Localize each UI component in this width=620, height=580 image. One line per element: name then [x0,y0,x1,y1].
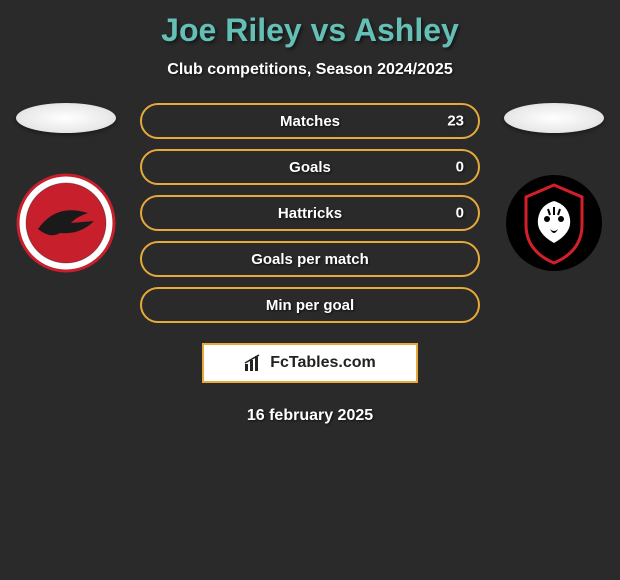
stat-right-value: 0 [456,159,464,176]
stat-label: Goals per match [251,251,369,268]
walsall-crest-icon [16,173,116,273]
salford-crest-icon [504,173,604,273]
stat-label: Hattricks [278,205,342,222]
right-side [494,103,614,273]
stat-row-goals-per-match: Goals per match [140,241,480,277]
subtitle: Club competitions, Season 2024/2025 [0,61,620,79]
stat-label: Min per goal [266,297,354,314]
stat-label: Goals [289,159,331,176]
left-side [6,103,126,273]
left-crest [16,173,116,273]
stat-row-min-per-goal: Min per goal [140,287,480,323]
stat-right-value: 0 [456,205,464,222]
comparison-layout: Matches 23 Goals 0 Hattricks 0 Goals per… [0,103,620,425]
stats-center: Matches 23 Goals 0 Hattricks 0 Goals per… [126,103,494,425]
stat-right-value: 23 [447,113,464,130]
right-crest [504,173,604,273]
stat-row-hattricks: Hattricks 0 [140,195,480,231]
comparison-date: 16 february 2025 [247,407,373,425]
player-photo-left [16,103,116,133]
brand-box[interactable]: FcTables.com [202,343,418,383]
stat-row-goals: Goals 0 [140,149,480,185]
page-title: Joe Riley vs Ashley [0,0,620,49]
bars-icon [244,354,264,372]
brand-text: FcTables.com [270,354,376,372]
stat-label: Matches [280,113,340,130]
player-photo-right [504,103,604,133]
stat-row-matches: Matches 23 [140,103,480,139]
